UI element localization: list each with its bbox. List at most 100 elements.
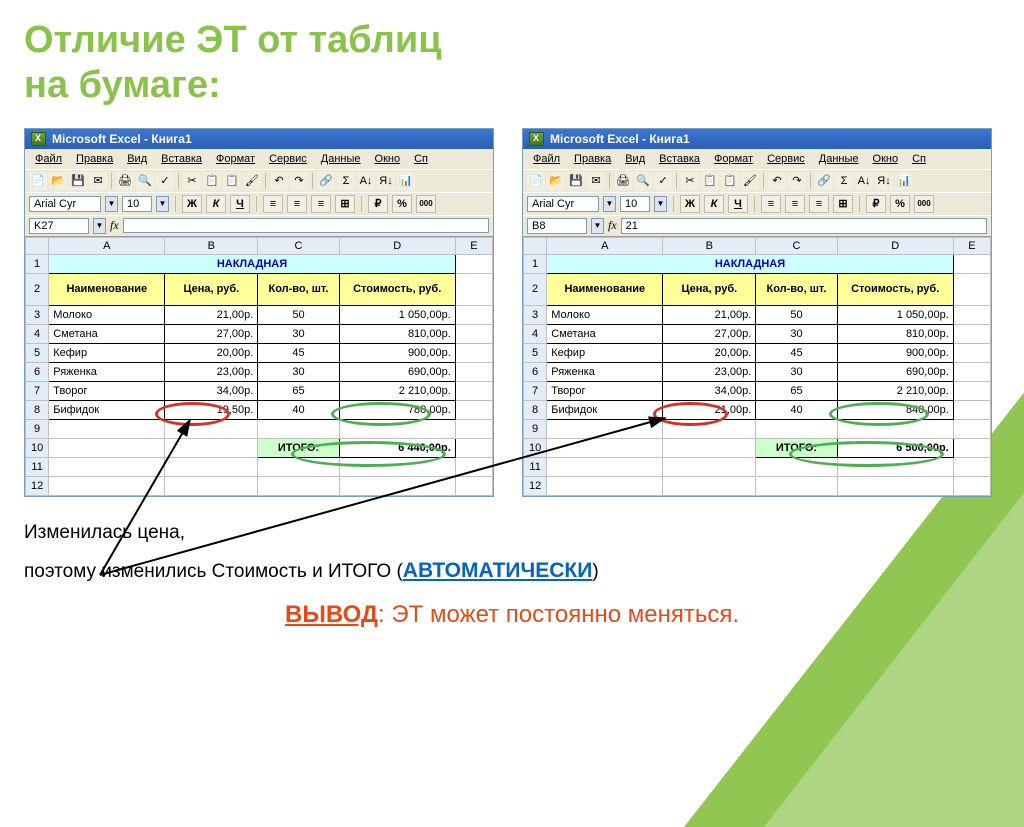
cell[interactable]: Молоко — [547, 305, 663, 324]
underline-button[interactable]: Ч — [230, 195, 250, 213]
paste-icon[interactable]: 📋 — [721, 172, 739, 190]
font-size-dd[interactable]: ▼ — [156, 196, 169, 212]
row-header[interactable]: 11 — [26, 457, 49, 476]
new-icon[interactable]: 📄 — [29, 172, 47, 190]
align-center-icon[interactable]: ≡ — [785, 195, 805, 213]
header-cell[interactable]: Цена, руб. — [165, 273, 258, 305]
cell[interactable]: 45 — [258, 343, 339, 362]
row-header[interactable]: 10 — [26, 438, 49, 457]
open-icon[interactable]: 📂 — [547, 172, 565, 190]
table-title-cell[interactable]: НАКЛАДНАЯ — [547, 254, 954, 273]
menu-edit[interactable]: Правка — [568, 151, 617, 167]
brush-icon[interactable]: 🖌 — [741, 172, 759, 190]
row-header[interactable]: 9 — [524, 419, 547, 438]
cell[interactable]: 30 — [258, 324, 339, 343]
menu-insert[interactable]: Вставка — [155, 151, 208, 167]
row-header[interactable]: 7 — [524, 381, 547, 400]
menu-tools[interactable]: Сервис — [263, 151, 313, 167]
font-name-dd[interactable]: ▼ — [105, 196, 118, 212]
font-name-box[interactable]: Arial Cyr — [527, 196, 599, 212]
menu-help[interactable]: Сп — [906, 151, 932, 167]
cell[interactable]: 690,00р. — [837, 362, 953, 381]
sheet-table[interactable]: A B C D E 1 НАКЛАДНАЯ 2 Наименование Цен… — [523, 237, 991, 496]
name-box[interactable]: B8 — [527, 218, 587, 234]
row-header[interactable]: 3 — [26, 305, 49, 324]
cell[interactable]: 50 — [756, 305, 837, 324]
row-header[interactable]: 3 — [524, 305, 547, 324]
sum-icon[interactable]: Σ — [337, 172, 355, 190]
merge-icon[interactable]: ⊞ — [833, 195, 853, 213]
menu-window[interactable]: Окно — [369, 151, 407, 167]
cell[interactable]: 34,00р. — [663, 381, 756, 400]
new-icon[interactable]: 📄 — [527, 172, 545, 190]
cell[interactable]: Ряженка — [49, 362, 165, 381]
percent-icon[interactable]: % — [392, 195, 412, 213]
col-header[interactable]: C — [756, 237, 837, 254]
menu-view[interactable]: Вид — [619, 151, 651, 167]
italic-button[interactable]: К — [704, 195, 724, 213]
align-right-icon[interactable]: ≡ — [809, 195, 829, 213]
font-size-box[interactable]: 10 — [620, 196, 650, 212]
sort-desc-icon[interactable]: Я↓ — [377, 172, 395, 190]
chart-icon[interactable]: 📊 — [895, 172, 913, 190]
print-icon[interactable]: 🖨 — [614, 172, 632, 190]
cell[interactable]: 34,00р. — [165, 381, 258, 400]
cell[interactable]: Молоко — [49, 305, 165, 324]
row-header[interactable]: 1 — [524, 254, 547, 273]
open-icon[interactable]: 📂 — [49, 172, 67, 190]
select-all-corner[interactable] — [26, 237, 49, 254]
cell[interactable]: 21,00р. — [663, 400, 756, 419]
save-icon[interactable]: 💾 — [567, 172, 585, 190]
menu-tools[interactable]: Сервис — [761, 151, 811, 167]
brush-icon[interactable]: 🖌 — [243, 172, 261, 190]
copy-icon[interactable]: 📋 — [203, 172, 221, 190]
align-right-icon[interactable]: ≡ — [311, 195, 331, 213]
row-header[interactable]: 1 — [26, 254, 49, 273]
cut-icon[interactable]: ✂ — [183, 172, 201, 190]
col-header[interactable]: B — [663, 237, 756, 254]
cell[interactable]: 19,50р. — [165, 400, 258, 419]
sort-asc-icon[interactable]: A↓ — [855, 172, 873, 190]
cell[interactable]: 21,00р. — [165, 305, 258, 324]
copy-icon[interactable]: 📋 — [701, 172, 719, 190]
row-header[interactable]: 9 — [26, 419, 49, 438]
col-header[interactable]: B — [165, 237, 258, 254]
row-header[interactable]: 8 — [524, 400, 547, 419]
cell[interactable]: 40 — [756, 400, 837, 419]
col-header[interactable]: A — [49, 237, 165, 254]
thousands-icon[interactable]: 000 — [914, 195, 934, 213]
row-header[interactable]: 4 — [524, 324, 547, 343]
italic-button[interactable]: К — [206, 195, 226, 213]
cell[interactable]: 1 050,00р. — [837, 305, 953, 324]
header-cell[interactable]: Стоимость, руб. — [837, 273, 953, 305]
menu-data[interactable]: Данные — [315, 151, 367, 167]
cell[interactable]: 900,00р. — [837, 343, 953, 362]
currency-icon[interactable]: ₽ — [866, 195, 886, 213]
cell[interactable]: Сметана — [547, 324, 663, 343]
header-cell[interactable]: Цена, руб. — [663, 273, 756, 305]
sum-icon[interactable]: Σ — [835, 172, 853, 190]
cell[interactable]: 23,00р. — [663, 362, 756, 381]
row-header[interactable]: 6 — [26, 362, 49, 381]
spreadsheet-grid[interactable]: A B C D E 1 НАКЛАДНАЯ 2 Наименование Цен… — [25, 236, 493, 496]
cell[interactable]: 30 — [756, 324, 837, 343]
link-icon[interactable]: 🔗 — [317, 172, 335, 190]
merge-icon[interactable]: ⊞ — [335, 195, 355, 213]
fx-icon[interactable]: fx — [608, 218, 617, 233]
bold-button[interactable]: Ж — [182, 195, 202, 213]
cell[interactable]: Кефир — [547, 343, 663, 362]
cell[interactable]: 780,00р. — [339, 400, 455, 419]
row-header[interactable]: 12 — [26, 476, 49, 495]
table-title-cell[interactable]: НАКЛАДНАЯ — [49, 254, 456, 273]
spreadsheet-grid[interactable]: A B C D E 1 НАКЛАДНАЯ 2 Наименование Цен… — [523, 236, 991, 496]
col-header[interactable]: E — [455, 237, 492, 254]
menu-bar[interactable]: Файл Правка Вид Вставка Формат Сервис Да… — [523, 149, 991, 169]
redo-icon[interactable]: ↷ — [290, 172, 308, 190]
formula-bar[interactable] — [123, 218, 489, 233]
chart-icon[interactable]: 📊 — [397, 172, 415, 190]
font-size-dd[interactable]: ▼ — [654, 196, 667, 212]
cell[interactable]: 810,00р. — [837, 324, 953, 343]
sort-asc-icon[interactable]: A↓ — [357, 172, 375, 190]
col-header[interactable]: D — [339, 237, 455, 254]
cell[interactable]: 27,00р. — [663, 324, 756, 343]
